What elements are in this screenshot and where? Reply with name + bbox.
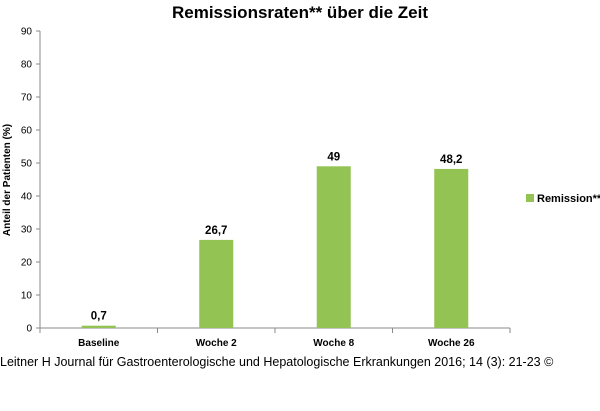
legend: Remission** (526, 193, 600, 205)
y-tick-label: 30 (21, 225, 33, 236)
data-label: 26,7 (205, 225, 227, 237)
bar-chart: Remissionsraten** über die Zeit Anteil d… (2, 3, 600, 349)
bar (199, 239, 234, 328)
y-tick-label: 0 (26, 324, 32, 335)
plot-area: 0,7 Baseline 26,7 Woche 2 49 Woche 8 48,2 Woche… (39, 151, 511, 349)
y-tick-label: 80 (21, 60, 33, 71)
chart-title: Remissionsraten** über die Zeit (172, 3, 428, 22)
y-tick-label: 70 (21, 93, 33, 104)
y-tick-label: 10 (21, 291, 33, 302)
bar (316, 166, 351, 328)
bar (434, 168, 469, 328)
x-tick-label: Baseline (78, 338, 120, 349)
y-axis-label: Anteil der Patienten (%) (2, 124, 13, 236)
x-tick-label: Woche 2 (196, 338, 237, 349)
bar (81, 325, 116, 328)
x-tick-label: Woche 8 (313, 338, 354, 349)
y-axis: 0 10 20 30 40 50 60 70 80 90 (21, 27, 41, 335)
x-tick-label: Woche 26 (428, 338, 475, 349)
source-caption: Leitner H Journal für Gastroenterologisc… (0, 355, 554, 369)
y-tick-label: 90 (21, 27, 33, 38)
data-label: 0,7 (91, 311, 107, 323)
y-tick-label: 50 (21, 159, 33, 170)
y-tick-label: 40 (21, 192, 33, 203)
y-tick-label: 60 (21, 126, 33, 137)
data-label: 49 (327, 151, 340, 163)
legend-swatch (526, 194, 534, 202)
y-tick-label: 20 (21, 258, 33, 269)
data-label: 48,2 (440, 154, 462, 166)
legend-label-remission: Remission** (537, 193, 600, 205)
